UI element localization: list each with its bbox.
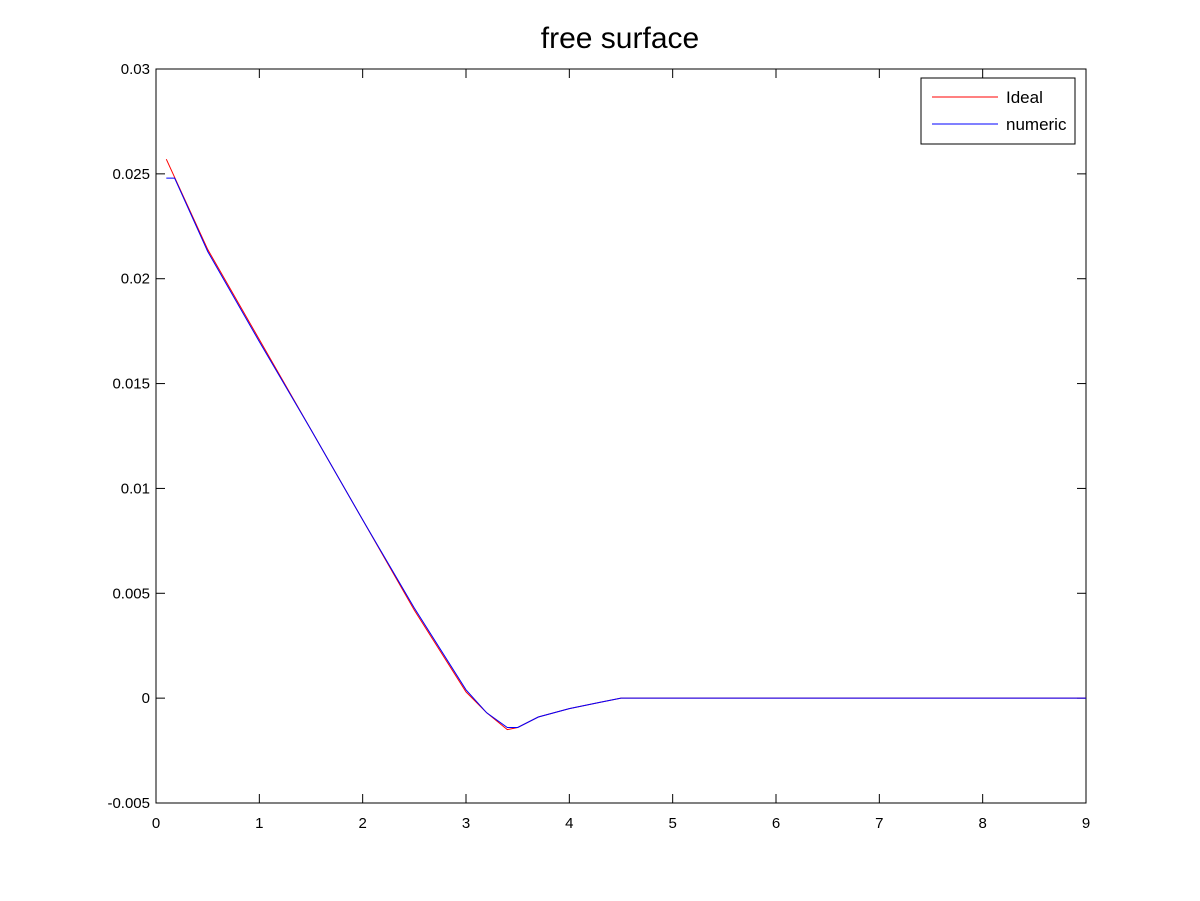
- y-tick-label: 0.02: [121, 271, 150, 288]
- axis-ticks: 0 1 2 3 4 5 6 7 8 9-0.00500.0050.010.0150.020.025…: [107, 61, 1090, 832]
- x-tick-label: 7: [875, 815, 883, 832]
- y-tick-label: 0.01: [121, 480, 150, 497]
- x-tick-label: 1: [255, 815, 263, 832]
- x-tick-label: 0: [152, 815, 160, 832]
- x-tick-label: 2: [358, 815, 366, 832]
- y-tick-label: 0.005: [112, 585, 150, 602]
- y-tick-label: 0.025: [112, 166, 150, 183]
- legend: Ideal numeric: [920, 77, 1076, 145]
- x-tick-label: 3: [462, 815, 470, 832]
- series-layer: [165, 158, 1086, 731]
- x-tick-label: 5: [668, 815, 676, 832]
- y-tick-label: 0: [142, 690, 150, 707]
- x-tick-label: 8: [978, 815, 986, 832]
- plot-area: [155, 68, 1087, 804]
- y-tick-label: 0.03: [121, 61, 150, 78]
- legend-label-numeric: numeric: [1006, 115, 1067, 134]
- legend-box: [920, 77, 1076, 145]
- x-tick-label: 6: [772, 815, 780, 832]
- series-line-numeric: [166, 177, 1086, 728]
- y-tick-label: -0.005: [107, 795, 150, 812]
- y-tick-label: 0.015: [112, 376, 150, 393]
- x-tick-label: 9: [1082, 815, 1090, 832]
- x-tick-label: 4: [565, 815, 573, 832]
- chart-title: free surface: [541, 22, 699, 55]
- legend-label-ideal: Ideal: [1006, 88, 1043, 107]
